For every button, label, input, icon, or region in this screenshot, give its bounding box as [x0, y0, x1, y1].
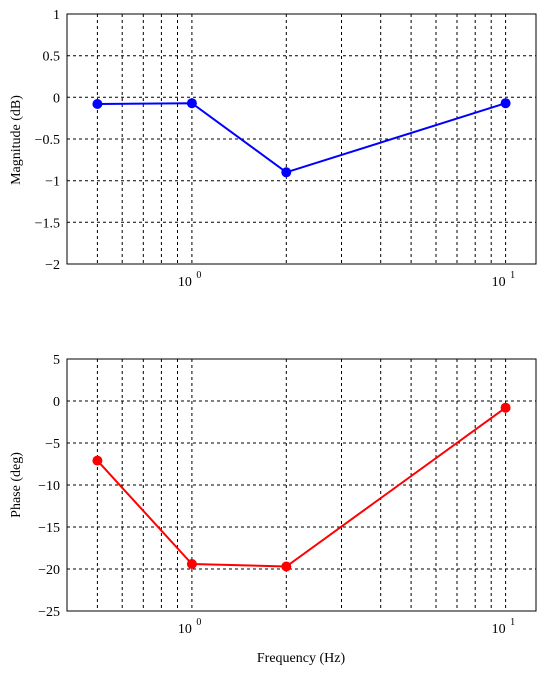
data-point: [500, 98, 511, 109]
y-tick-label: −10: [38, 479, 60, 494]
x-tick-label-exponent: 0: [196, 270, 201, 281]
data-point: [500, 402, 511, 413]
data-point: [281, 167, 292, 178]
phase-plot: 5 0 −5 −10 −15 −20 −25 10 0 10 1 Phase (deg) Freq…: [9, 353, 537, 666]
magnitude-grid: [67, 14, 536, 264]
magnitude-series-layer: [92, 98, 511, 178]
y-tick-label: −1.5: [35, 216, 60, 231]
phase-y-tick-labels: 5 0 −5 −10 −15 −20 −25: [38, 353, 60, 620]
phase-x-axis-label: Frequency (Hz): [257, 651, 346, 666]
x-tick-label-exponent: 0: [196, 617, 201, 628]
y-tick-label: −1: [45, 175, 60, 190]
y-tick-label: 0: [53, 91, 60, 106]
phase-grid: [67, 359, 536, 611]
y-tick-label: −5: [45, 437, 60, 452]
x-tick-label: 10: [492, 275, 506, 290]
y-tick-label: 0.5: [43, 50, 61, 65]
magnitude-x-tick-labels: 10 0 10 1: [178, 270, 515, 290]
magnitude-y-tick-labels: 1 0.5 0 −0.5 −1 −1.5 −2: [35, 8, 60, 273]
phase-series-layer: [92, 402, 511, 572]
data-point: [92, 99, 103, 109]
magnitude-plot: 1 0.5 0 −0.5 −1 −1.5 −2 10 0 10 1 Magnitude (dB): [9, 8, 537, 290]
y-tick-label: 5: [53, 353, 60, 368]
y-tick-label: −15: [38, 521, 60, 536]
phase-x-tick-labels: 10 0 10 1: [178, 617, 515, 637]
series-line: [96, 406, 507, 568]
data-point: [281, 561, 292, 572]
x-tick-label: 10: [178, 275, 192, 290]
series-line: [97, 102, 506, 174]
magnitude-y-axis-label: Magnitude (dB): [9, 95, 24, 185]
data-point: [186, 98, 197, 109]
y-tick-label: 1: [53, 8, 60, 23]
y-tick-label: −0.5: [35, 133, 60, 148]
y-tick-label: −2: [45, 258, 60, 273]
x-tick-label: 10: [178, 622, 192, 637]
x-tick-label-exponent: 1: [510, 617, 515, 628]
x-tick-label-exponent: 1: [510, 270, 515, 281]
phase-y-axis-label: Phase (deg): [9, 452, 24, 518]
x-tick-label: 10: [492, 622, 506, 637]
data-point: [186, 559, 197, 569]
y-tick-label: −20: [38, 563, 60, 578]
data-point: [92, 455, 103, 466]
y-tick-label: 0: [53, 395, 60, 410]
y-tick-label: −25: [38, 605, 60, 620]
